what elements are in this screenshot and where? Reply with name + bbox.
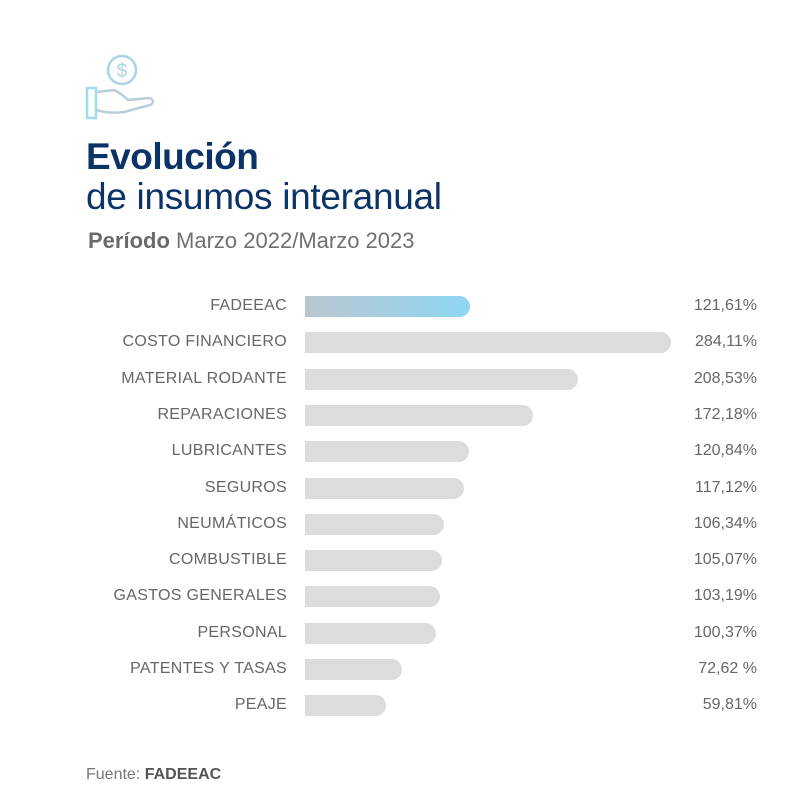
period-label: Período [88, 228, 170, 253]
bar-row: PATENTES Y TASAS 72,62 % [0, 658, 800, 682]
bar-row: GASTOS GENERALES 103,19% [0, 585, 800, 609]
bar-row: COSTO FINANCIERO 284,11% [0, 331, 800, 355]
value-label: 120,84% [693, 442, 757, 460]
bar [305, 659, 402, 680]
bar [305, 296, 470, 317]
category-label: NEUMÁTICOS [177, 514, 287, 532]
bar-row: REPARACIONES 172,18% [0, 404, 800, 428]
category-label: FADEEAC [210, 297, 287, 314]
hand-holding-dollar-icon: $ [85, 54, 155, 120]
title-line-1: Evolución [86, 136, 259, 177]
bar [305, 695, 386, 717]
value-label: 106,34% [693, 514, 757, 532]
value-label: 100,37% [693, 623, 757, 641]
svg-text:$: $ [117, 61, 128, 82]
bar [305, 513, 444, 535]
value-label: 284,11% [695, 333, 757, 351]
bar-row: SEGUROS 117,12% [0, 477, 800, 501]
category-label: PEAJE [234, 696, 287, 714]
value-label: 59,81% [702, 696, 757, 714]
value-label: 208,53% [693, 369, 757, 387]
bar-row: LUBRICANTES 120,84% [0, 440, 800, 464]
bar [305, 368, 578, 390]
value-label: 117,12% [695, 478, 757, 496]
category-label: COMBUSTIBLE [169, 551, 287, 569]
category-label: LUBRICANTES [171, 442, 287, 460]
category-label: REPARACIONES [157, 405, 287, 423]
bar-row: FADEEAC 121,61% [0, 295, 800, 319]
bar-row: PEAJE 59,81% [0, 694, 800, 718]
bar [305, 586, 440, 608]
source-value: FADEEAC [144, 766, 222, 783]
bar [305, 332, 672, 354]
bar [305, 441, 469, 463]
value-label: 105,07% [693, 551, 757, 569]
category-label: COSTO FINANCIERO [122, 333, 287, 351]
category-label: SEGUROS [204, 478, 287, 496]
category-label: MATERIAL RODANTE [121, 369, 287, 387]
value-label: 172,18% [693, 405, 757, 423]
category-label: PERSONAL [197, 623, 287, 641]
source-label: Fuente: [86, 766, 141, 783]
bar [305, 404, 533, 426]
title-line-2: de insumos interanual [86, 176, 442, 217]
bar-row: NEUMÁTICOS 106,34% [0, 513, 800, 537]
category-label: GASTOS GENERALES [113, 587, 287, 605]
value-label: 103,19% [693, 587, 757, 605]
source: Fuente: FADEEAC [86, 766, 221, 784]
value-label: 72,62 % [698, 660, 757, 677]
period-value: Marzo 2022/Marzo 2023 [176, 228, 415, 253]
bar [305, 550, 443, 572]
category-label: PATENTES Y TASAS [130, 660, 287, 677]
value-label: 121,61% [693, 297, 757, 314]
bar-row: COMBUSTIBLE 105,07% [0, 549, 800, 573]
bar [305, 477, 465, 499]
bar-row: MATERIAL RODANTE 208,53% [0, 368, 800, 392]
bar [305, 622, 437, 644]
period: Período Marzo 2022/Marzo 2023 [88, 228, 415, 254]
bar-row: PERSONAL 100,37% [0, 622, 800, 646]
